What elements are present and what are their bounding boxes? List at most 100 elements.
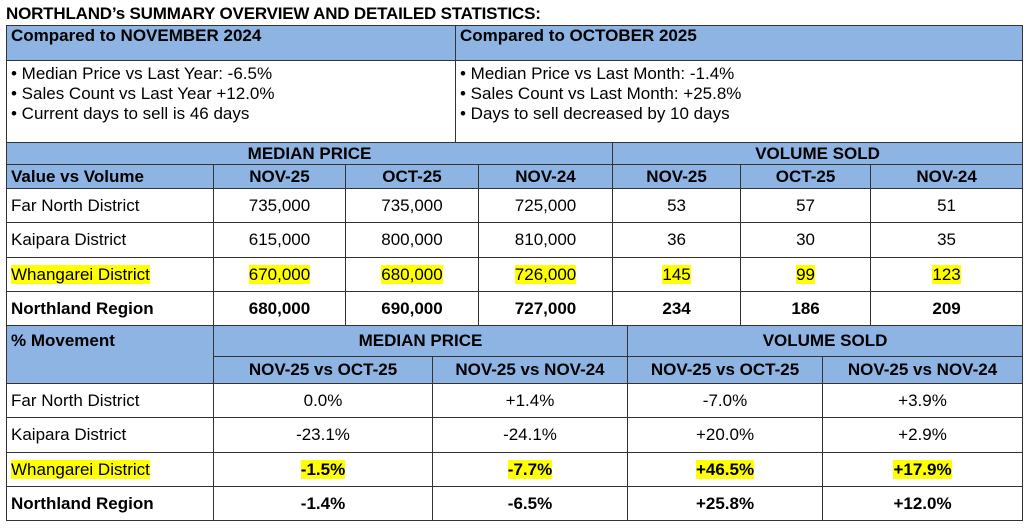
summary-bullet: • Sales Count vs Last Month: +25.8%	[460, 84, 742, 103]
table-cell: 726,000	[477, 257, 614, 292]
cell-value: 36	[667, 230, 686, 249]
row-label: Northland Region	[6, 486, 214, 521]
cell-value: +2.9%	[898, 425, 947, 444]
column-header: OCT-25	[345, 164, 479, 189]
cell-value: -7.7%	[507, 459, 553, 479]
table-cell: 680,000	[345, 257, 479, 292]
row-label: Far North District	[6, 188, 214, 223]
table-cell: 615,000	[213, 222, 346, 258]
cell-value: 670,000	[248, 264, 311, 284]
cell-value: 735,000	[248, 195, 311, 215]
median-price-group-header: MEDIAN PRICE	[212, 325, 629, 357]
cell-value: 99	[796, 264, 815, 284]
cell-value: 800,000	[381, 230, 443, 249]
cell-value: +12.0%	[893, 493, 952, 513]
row-label: Kaipara District	[6, 222, 214, 258]
stats-table: MEDIAN PRICE VOLUME SOLD Value vs Volume…	[5, 142, 1024, 327]
cell-value: +3.9%	[898, 390, 947, 410]
median-price-group-header: MEDIAN PRICE	[5, 142, 614, 165]
cell-value: 680,000	[248, 299, 311, 318]
table-cell: 800,000	[345, 222, 479, 258]
table-cell: 680,000	[213, 291, 346, 327]
table-row: Whangarei District 670,000 680,000 726,000 1…	[6, 257, 1024, 292]
table-cell: 690,000	[345, 291, 479, 327]
summary-bullet: • Sales Count vs Last Year +12.0%	[11, 84, 275, 103]
table-row: Kaipara District 615,000 800,000 810,000 36 3…	[6, 222, 1024, 258]
table-row: Whangarei District -1.5% -7.7% +46.5% +17.9%	[6, 452, 1024, 487]
row-label-text: Whangarei District	[11, 459, 150, 479]
table-cell: 99	[740, 257, 872, 292]
row-label-text: Kaipara District	[11, 230, 127, 249]
cell-value: 0.0%	[303, 390, 343, 410]
row-label: Whangarei District	[6, 257, 214, 292]
volume-sold-group-header: VOLUME SOLD	[627, 325, 1024, 357]
column-header: NOV-25 vs NOV-24	[822, 356, 1024, 384]
table-cell: 57	[740, 188, 872, 223]
cell-value: +25.8%	[695, 493, 755, 513]
table-row: Northland Region 680,000 690,000 727,000 234…	[6, 291, 1024, 327]
summary-bullet: • Median Price vs Last Year: -6.5%	[11, 64, 273, 83]
cell-value: 727,000	[514, 299, 577, 318]
table-cell: -1.5%	[213, 452, 433, 487]
cell-value: 726,000	[514, 264, 577, 284]
volume-sold-group-header: VOLUME SOLD	[612, 142, 1024, 165]
row-label-text: Far North District	[11, 195, 140, 215]
cell-value: 209	[932, 299, 961, 318]
table-cell: -23.1%	[213, 417, 433, 453]
table-cell: +1.4%	[431, 383, 629, 418]
column-header: NOV-25 vs NOV-24	[431, 356, 629, 384]
table-cell: 735,000	[345, 188, 479, 223]
row-label-text: Northland Region	[11, 299, 154, 318]
cell-value: 35	[937, 230, 957, 249]
column-header: NOV-24	[477, 164, 614, 189]
table-row: Far North District 735,000 735,000 725,000 5…	[6, 188, 1024, 223]
row-label: Kaipara District	[6, 417, 214, 453]
table-cell: 35	[870, 222, 1024, 258]
cell-value: 57	[796, 195, 815, 215]
cell-value: +46.5%	[695, 459, 755, 479]
table-cell: 36	[612, 222, 742, 258]
row-label: Far North District	[6, 383, 214, 418]
movement-table: % Movement MEDIAN PRICE VOLUME SOLD NOV-…	[6, 325, 1024, 521]
cell-value: +1.4%	[505, 390, 555, 410]
row-label: Northland Region	[6, 291, 214, 327]
table-cell: 234	[612, 291, 742, 327]
cell-value: +20.0%	[695, 425, 755, 444]
column-header: NOV-25 vs OCT-25	[213, 356, 433, 384]
column-header: OCT-25	[740, 164, 872, 189]
table-cell: -6.5%	[431, 486, 629, 521]
table-cell: -7.7%	[431, 452, 629, 487]
table-cell: +17.9%	[822, 452, 1024, 487]
cell-value: +17.9%	[893, 459, 952, 479]
cell-value: -7.0%	[702, 390, 748, 410]
table-cell: 727,000	[477, 291, 614, 327]
row-label-text: Kaipara District	[11, 425, 127, 444]
table-cell: 725,000	[477, 188, 614, 223]
summary-left-body: • Median Price vs Last Year: -6.5% • Sal…	[6, 60, 456, 143]
summary-bullet: • Days to sell decreased by 10 days	[460, 104, 730, 123]
cell-value: 51	[937, 195, 957, 215]
column-header: NOV-24	[870, 164, 1024, 189]
table-cell: -7.0%	[627, 383, 824, 418]
cell-value: 690,000	[381, 299, 443, 318]
table-row: Kaipara District -23.1% -24.1% +20.0% +2.9%	[6, 417, 1024, 453]
summary-bullet: • Current days to sell is 46 days	[11, 104, 250, 123]
cell-value: 680,000	[381, 264, 443, 284]
cell-value: 234	[662, 299, 691, 318]
cell-value: -24.1%	[503, 425, 557, 444]
row-label-text: Far North District	[11, 390, 140, 410]
table-cell: 30	[740, 222, 872, 258]
summary-left-header: Compared to NOVEMBER 2024	[6, 25, 456, 61]
table-cell: 53	[612, 188, 742, 223]
table-cell: +2.9%	[822, 417, 1024, 453]
table-cell: 51	[870, 188, 1024, 223]
cell-value: 725,000	[514, 195, 577, 215]
table-cell: +25.8%	[627, 486, 824, 521]
cell-value: 735,000	[381, 195, 443, 215]
row-label-text: Northland Region	[11, 493, 154, 513]
cell-value: -1.4%	[300, 493, 346, 513]
cell-value: 123	[932, 264, 961, 284]
cell-value: 145	[662, 264, 691, 284]
column-header: NOV-25	[213, 164, 346, 189]
table-cell: 123	[870, 257, 1024, 292]
